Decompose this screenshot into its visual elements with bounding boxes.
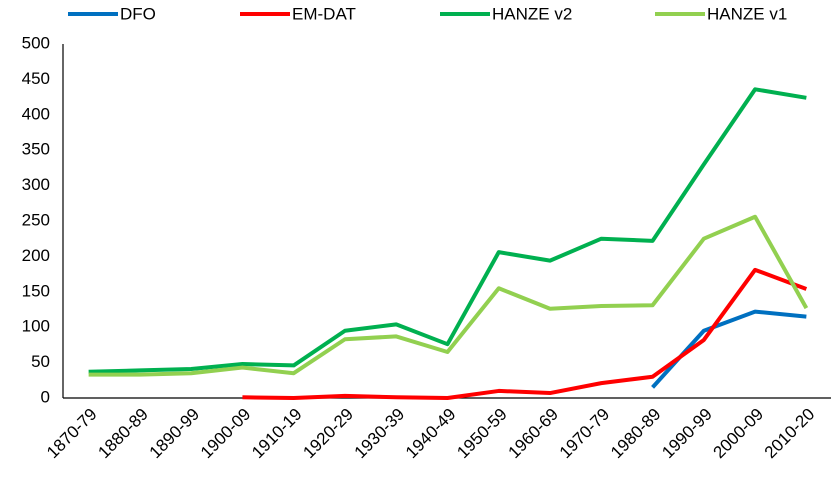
legend-label: HANZE v1: [707, 4, 787, 23]
y-tick-label: 450: [22, 69, 50, 88]
x-tick-label: 1980-89: [607, 405, 665, 463]
x-tick-label: 1960-69: [504, 405, 562, 463]
x-tick-label: 1920-29: [299, 405, 357, 463]
line-series: [242, 267, 808, 400]
x-tick-label: 1880-89: [94, 405, 152, 463]
y-tick-label: 150: [22, 281, 50, 300]
x-tick-label: 1890-99: [146, 405, 204, 463]
y-tick-label: 500: [22, 33, 50, 52]
x-tick-label: 1990-99: [658, 405, 716, 463]
legend-label: DFO: [120, 4, 156, 23]
y-tick-label: 0: [41, 387, 50, 406]
line-series: [88, 214, 809, 377]
x-tick-label: 1940-49: [402, 405, 460, 463]
x-tick-label: 1970-79: [556, 405, 614, 463]
x-tick-label: 1950-59: [453, 405, 511, 463]
y-tick-label: 300: [22, 175, 50, 194]
x-tick-label: 1910-19: [248, 405, 306, 463]
line-series: [88, 87, 807, 374]
x-tick-label: 2010-20: [761, 405, 819, 463]
x-tick-label: 1930-39: [351, 405, 409, 463]
y-tick-label: 200: [22, 246, 50, 265]
line-series: [651, 309, 807, 389]
y-tick-label: 250: [22, 210, 50, 229]
x-tick-label: 2000-09: [710, 405, 768, 463]
y-tick-label: 50: [31, 352, 50, 371]
x-tick-label: 1870-79: [43, 405, 101, 463]
y-tick-label: 100: [22, 317, 50, 336]
x-tick-label: 1900-09: [197, 405, 255, 463]
legend-label: EM-DAT: [292, 4, 356, 23]
y-tick-label: 400: [22, 104, 50, 123]
legend-label: HANZE v2: [492, 4, 572, 23]
y-tick-label: 350: [22, 140, 50, 159]
